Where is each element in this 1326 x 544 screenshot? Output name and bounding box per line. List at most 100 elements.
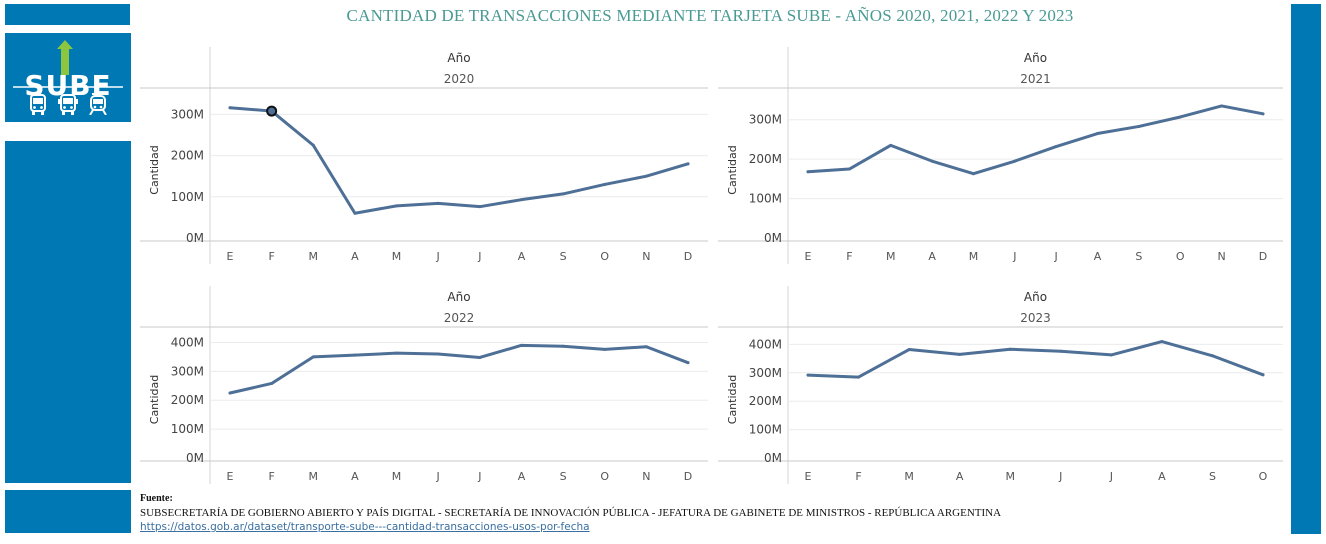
y-axis-label: Cantidad xyxy=(148,375,161,424)
data-point[interactable] xyxy=(958,352,962,356)
series-line[interactable] xyxy=(228,106,690,215)
right-blue-bar xyxy=(1291,4,1321,534)
data-point[interactable] xyxy=(561,344,565,348)
x-tick-label: J xyxy=(1058,470,1062,483)
x-tick-label: S xyxy=(1209,470,1216,483)
data-point[interactable] xyxy=(644,174,648,178)
chart-panel-2021: Año 2021 0M 100M 200M 300M Cantidad E F M A M J J A S… xyxy=(718,47,1283,264)
sidebar-main-block xyxy=(5,141,131,483)
y-axis-label: Cantidad xyxy=(148,145,161,194)
data-point[interactable] xyxy=(907,348,911,352)
data-point[interactable] xyxy=(971,172,975,176)
data-point[interactable] xyxy=(353,211,357,215)
data-point[interactable] xyxy=(603,182,607,186)
data-point[interactable] xyxy=(1109,353,1113,357)
x-tick-label: F xyxy=(268,250,274,263)
data-point[interactable] xyxy=(228,106,232,110)
x-tick-label: A xyxy=(518,470,526,483)
series-line[interactable] xyxy=(806,104,1265,176)
data-point[interactable] xyxy=(1210,354,1214,358)
data-point[interactable] xyxy=(686,361,690,365)
data-point[interactable] xyxy=(353,353,357,357)
data-point[interactable] xyxy=(519,343,523,347)
data-point[interactable] xyxy=(1261,112,1265,116)
y-tick-label: 0M xyxy=(186,451,204,465)
logo-box: SUBE xyxy=(5,33,131,122)
x-tick-label: J xyxy=(1012,250,1016,263)
y-axis-label: Cantidad xyxy=(726,375,739,424)
data-point[interactable] xyxy=(395,351,399,355)
logo-arrow-icon xyxy=(13,40,123,88)
x-tick-label: O xyxy=(1259,470,1268,483)
data-point[interactable] xyxy=(1220,104,1224,108)
data-point[interactable] xyxy=(806,373,810,377)
x-tick-label: A xyxy=(351,250,359,263)
chart-panel-2020: Año 2020 0M 100M 200M 300M Cantidad E F M A M J J A S… xyxy=(140,47,708,264)
x-tick-label: A xyxy=(351,470,359,483)
y-tick-label: 300M xyxy=(749,113,782,127)
y-tick-label: 0M xyxy=(764,231,782,245)
data-point[interactable] xyxy=(1013,159,1017,163)
source-note: Fuente: SUBSECRETARÍA DE GOBIERNO ABIERT… xyxy=(140,492,1001,534)
y-tick-label: 100M xyxy=(171,422,204,436)
data-point[interactable] xyxy=(478,355,482,359)
data-point[interactable] xyxy=(395,204,399,208)
data-point[interactable] xyxy=(436,352,440,356)
facet-year: 2021 xyxy=(1020,72,1051,86)
bus-icon xyxy=(30,94,46,115)
y-tick-label: 100M xyxy=(749,423,782,437)
data-point[interactable] xyxy=(311,143,315,147)
x-tick-label: S xyxy=(560,470,567,483)
facet-header: Año 2021 xyxy=(788,51,1283,86)
data-point[interactable] xyxy=(478,205,482,209)
x-tick-label: N xyxy=(1218,250,1226,263)
data-point[interactable] xyxy=(270,381,274,385)
line-chart-2021: 0M 100M 200M 300M Cantidad E F M A M J J A S O N D xyxy=(718,47,1283,264)
data-point[interactable] xyxy=(311,355,315,359)
data-point[interactable] xyxy=(889,143,893,147)
x-tick-label: N xyxy=(642,470,650,483)
highlighted-point[interactable] xyxy=(266,105,278,117)
x-tick-label: E xyxy=(227,250,234,263)
data-point[interactable] xyxy=(603,347,607,351)
data-point[interactable] xyxy=(857,375,861,379)
x-tick-label: S xyxy=(560,250,567,263)
source-text: SUBSECRETARÍA DE GOBIERNO ABIERTO Y PAÍS… xyxy=(140,507,1002,519)
data-point[interactable] xyxy=(1059,349,1063,353)
source-link[interactable]: https://datos.gob.ar/dataset/transporte-… xyxy=(140,521,590,533)
data-point[interactable] xyxy=(561,192,565,196)
series-line[interactable] xyxy=(806,340,1265,379)
x-tick-label: A xyxy=(1158,470,1166,483)
data-point[interactable] xyxy=(686,162,690,166)
sidebar-top-band xyxy=(5,4,130,25)
x-tick-label: E xyxy=(805,470,812,483)
x-tick-label: O xyxy=(1176,250,1185,263)
data-point[interactable] xyxy=(1054,145,1058,149)
data-point[interactable] xyxy=(1096,132,1100,136)
data-point[interactable] xyxy=(1137,124,1141,128)
data-point[interactable] xyxy=(1261,373,1265,377)
data-point[interactable] xyxy=(806,170,810,174)
data-point[interactable] xyxy=(930,159,934,163)
y-tick-label: 200M xyxy=(749,394,782,408)
data-point[interactable] xyxy=(1160,340,1164,344)
data-point[interactable] xyxy=(228,391,232,395)
data-point[interactable] xyxy=(1008,347,1012,351)
x-tick-label: A xyxy=(956,470,964,483)
x-tick-label: J xyxy=(1054,250,1058,263)
x-tick-label: J xyxy=(477,250,481,263)
y-tick-label: 300M xyxy=(171,364,204,378)
chart-panel-2022: Año 2022 0M 100M 200M 300M 400M Cantidad E F M A M… xyxy=(140,286,708,484)
line-chart-2020: 0M 100M 200M 300M Cantidad E F M A M J J A S O N D xyxy=(140,47,708,264)
data-point[interactable] xyxy=(1178,115,1182,119)
x-tick-label: J xyxy=(477,470,481,483)
series-line[interactable] xyxy=(228,343,690,395)
y-tick-label: 400M xyxy=(749,337,782,351)
x-tick-label: M xyxy=(392,250,402,263)
x-tick-label: S xyxy=(1135,250,1142,263)
y-tick-label: 300M xyxy=(749,366,782,380)
data-point[interactable] xyxy=(644,345,648,349)
data-point[interactable] xyxy=(436,201,440,205)
data-point[interactable] xyxy=(519,198,523,202)
data-point[interactable] xyxy=(847,167,851,171)
